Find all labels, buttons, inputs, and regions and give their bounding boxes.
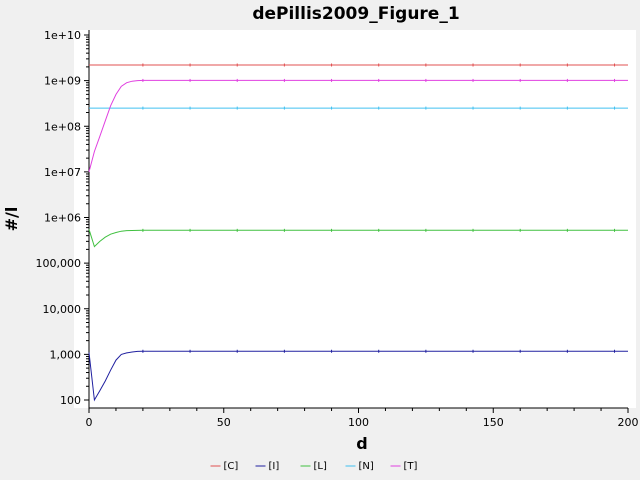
- x-tick-label: 100: [348, 416, 369, 429]
- y-tick-label: 100: [60, 394, 81, 407]
- y-tick-label: 1e+06: [44, 212, 81, 225]
- legend-label: [L]: [314, 461, 327, 472]
- x-axis: 0 50 100 150 200: [86, 407, 639, 429]
- y-tick-label: 1e+07: [44, 166, 81, 179]
- y-axis-label: #/l: [2, 207, 21, 232]
- y-tick-label: 1e+08: [44, 120, 81, 133]
- legend: [C] [I] [L] [N] [T]: [210, 461, 418, 472]
- legend-label: [T]: [404, 461, 418, 472]
- x-tick-label: 200: [618, 416, 639, 429]
- legend-label: [I]: [269, 461, 280, 472]
- x-axis-label: d: [356, 434, 367, 453]
- series-group: [88, 63, 628, 402]
- x-tick-label: 150: [483, 416, 504, 429]
- y-tick-label: 100,000: [36, 257, 82, 270]
- y-axis: 100 1,000 10,000 100,000 1e+06 1e+07 1e+08 1e+0…: [36, 29, 90, 408]
- x-tick-label: 0: [86, 416, 93, 429]
- y-tick-label: 1e+09: [44, 75, 81, 88]
- y-tick-label: 10,000: [43, 303, 82, 316]
- y-tick-label: 1e+10: [44, 29, 81, 42]
- x-tick-label: 50: [217, 416, 231, 429]
- legend-label: [N]: [359, 461, 374, 472]
- legend-label: [C]: [224, 461, 239, 472]
- y-tick-label: 1,000: [50, 348, 82, 361]
- plot-area: [74, 30, 636, 408]
- chart-title: dePillis2009_Figure_1: [252, 4, 459, 24]
